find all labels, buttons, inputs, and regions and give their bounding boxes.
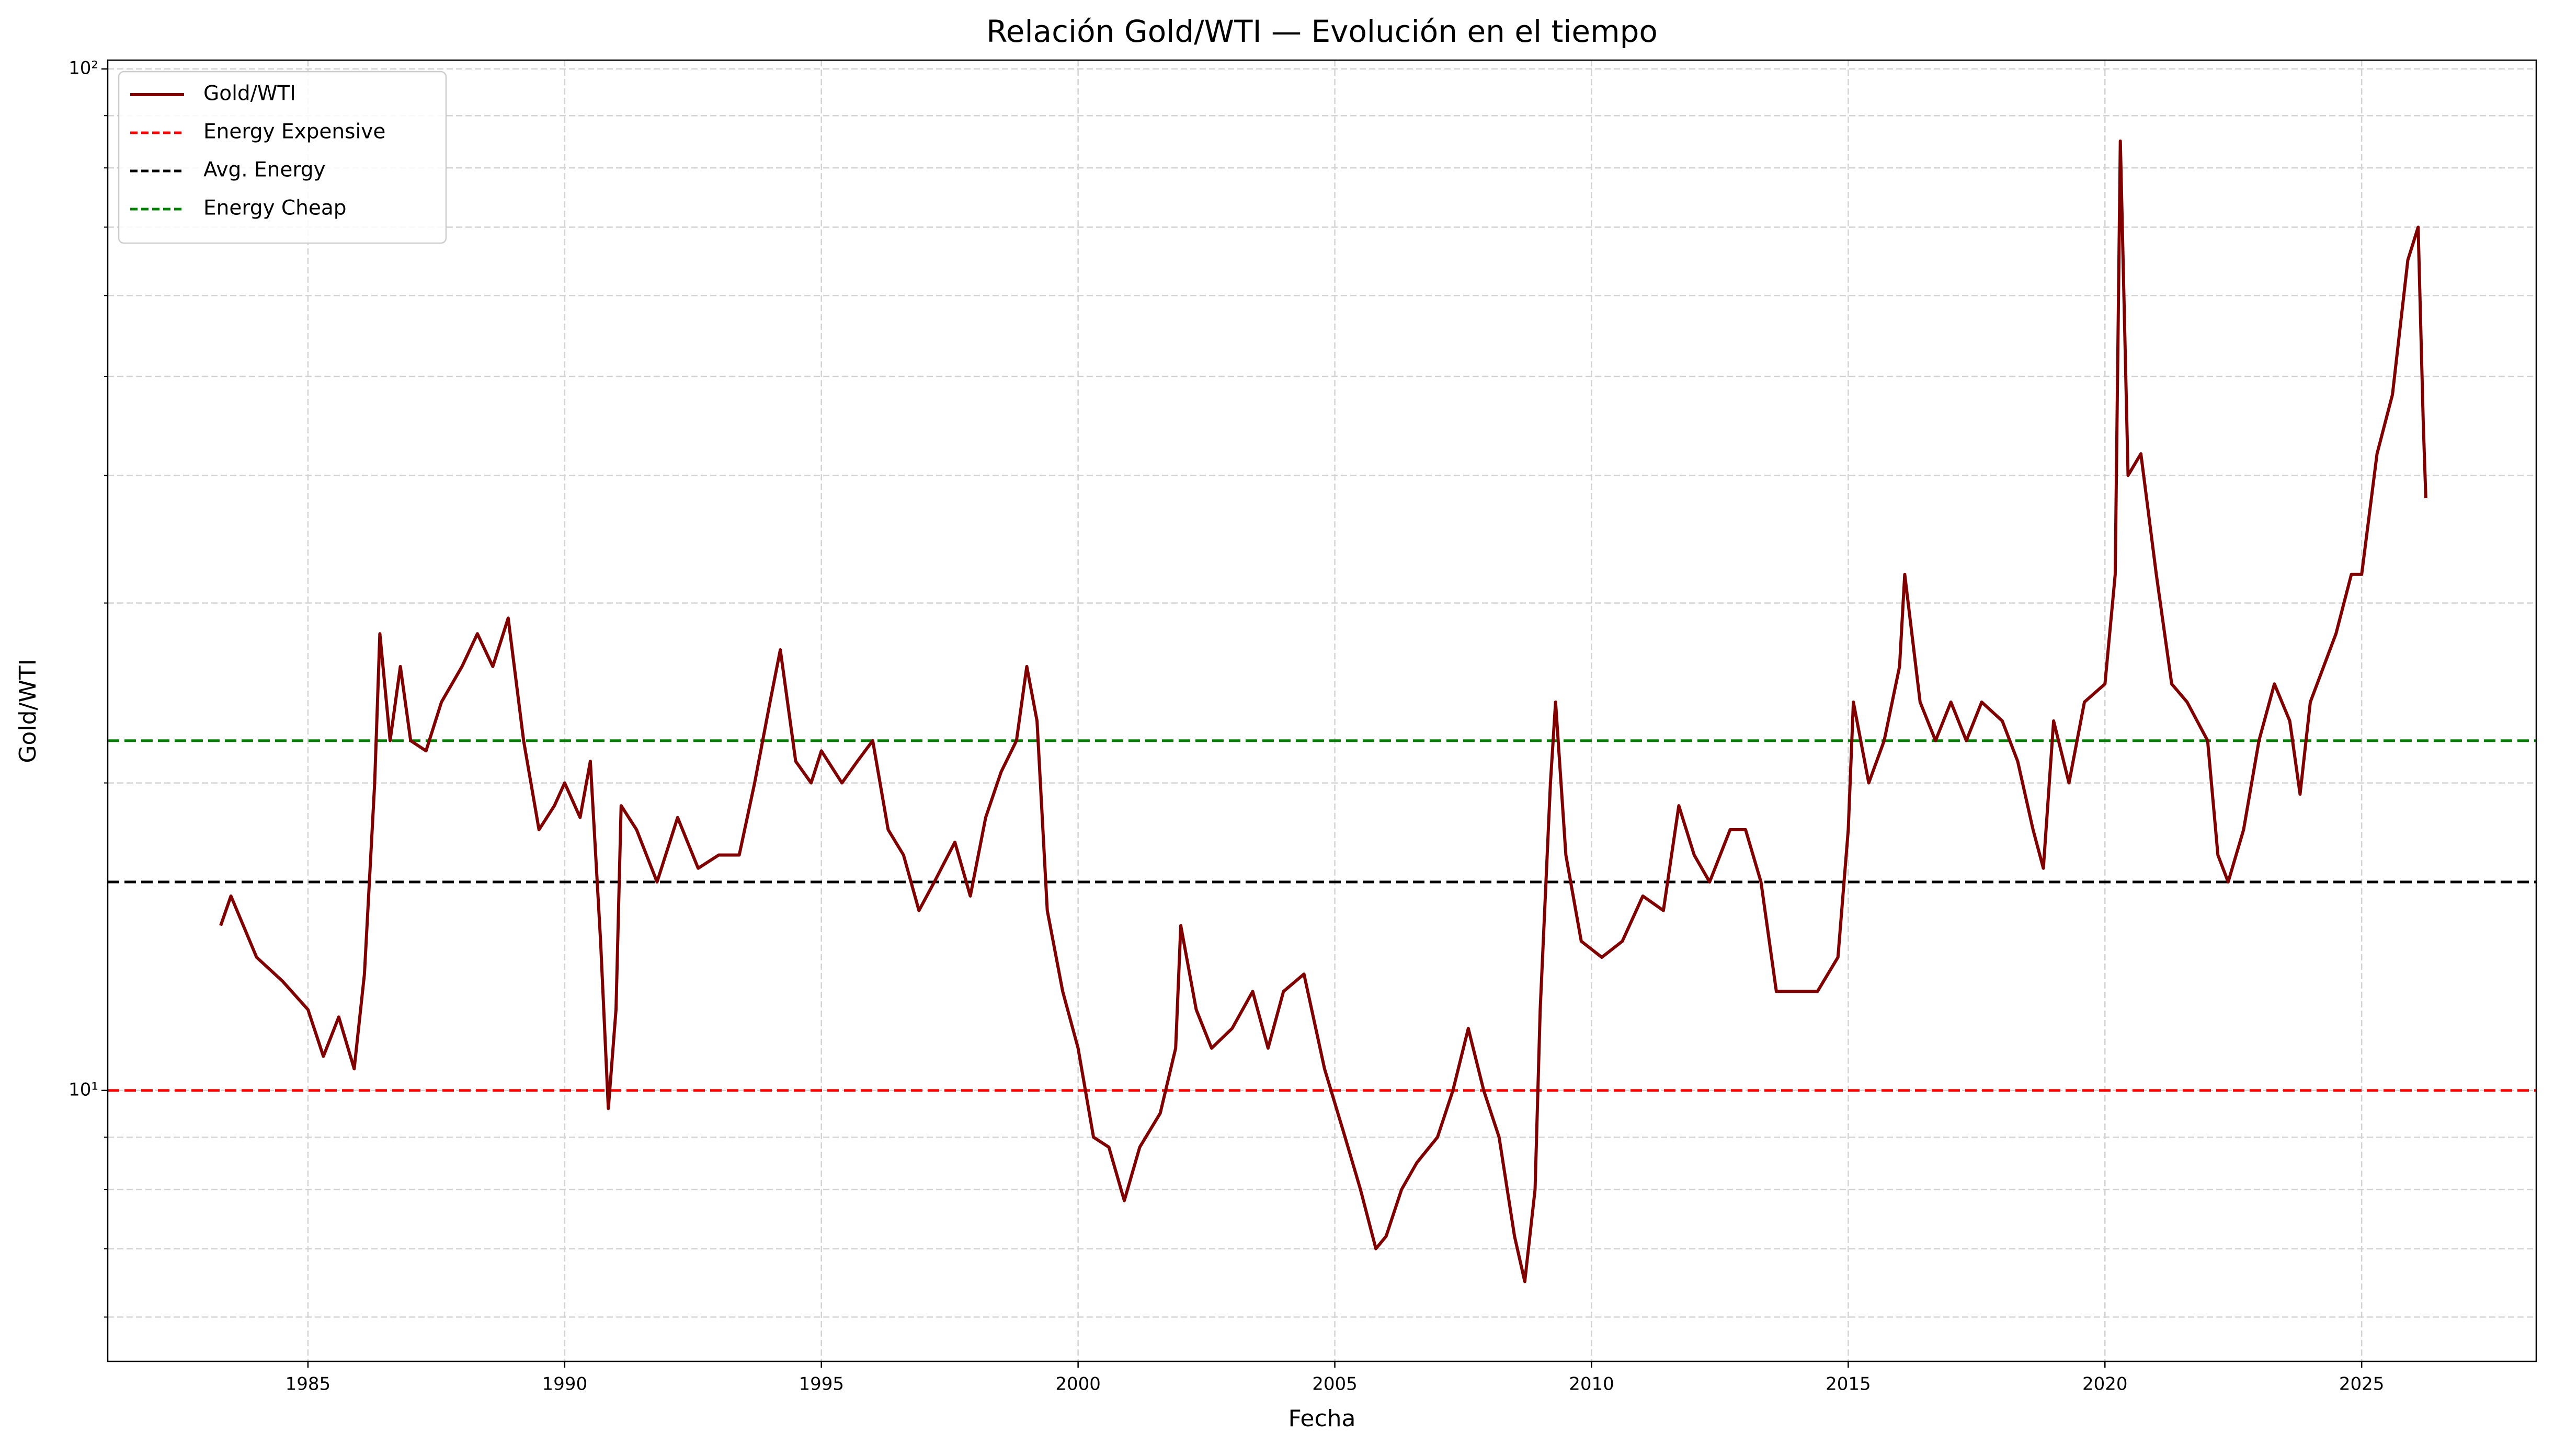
plot-frame bbox=[107, 59, 2537, 1362]
x-tick-label: 2005 bbox=[1312, 1374, 1358, 1395]
x-tick-label: 1985 bbox=[286, 1374, 331, 1395]
y-tick-label: 10¹ bbox=[69, 1079, 98, 1100]
y-tick-label: 10² bbox=[69, 58, 98, 78]
legend-label: Energy Expensive bbox=[203, 120, 385, 144]
legend-box bbox=[118, 71, 447, 244]
x-tick-label: 1995 bbox=[799, 1374, 844, 1395]
legend-label: Energy Cheap bbox=[203, 197, 347, 220]
legend-label: Gold/WTI bbox=[203, 82, 296, 106]
chart-title: Relación Gold/WTI — Evolución en el tiem… bbox=[986, 14, 1658, 49]
x-tick-label: 2025 bbox=[2339, 1374, 2385, 1395]
data-line bbox=[219, 139, 2427, 1283]
x-tick-label: 2015 bbox=[1826, 1374, 1871, 1395]
x-tick-label: 2010 bbox=[1569, 1374, 1614, 1395]
x-axis-label: Fecha bbox=[1288, 1405, 1355, 1432]
x-tick-label: 1990 bbox=[542, 1374, 588, 1395]
y-axis-label: Gold/WTI bbox=[15, 659, 41, 763]
legend-label: Avg. Energy bbox=[203, 158, 326, 182]
x-tick-label: 2020 bbox=[2082, 1374, 2128, 1395]
x-tick-label: 2000 bbox=[1055, 1374, 1101, 1395]
